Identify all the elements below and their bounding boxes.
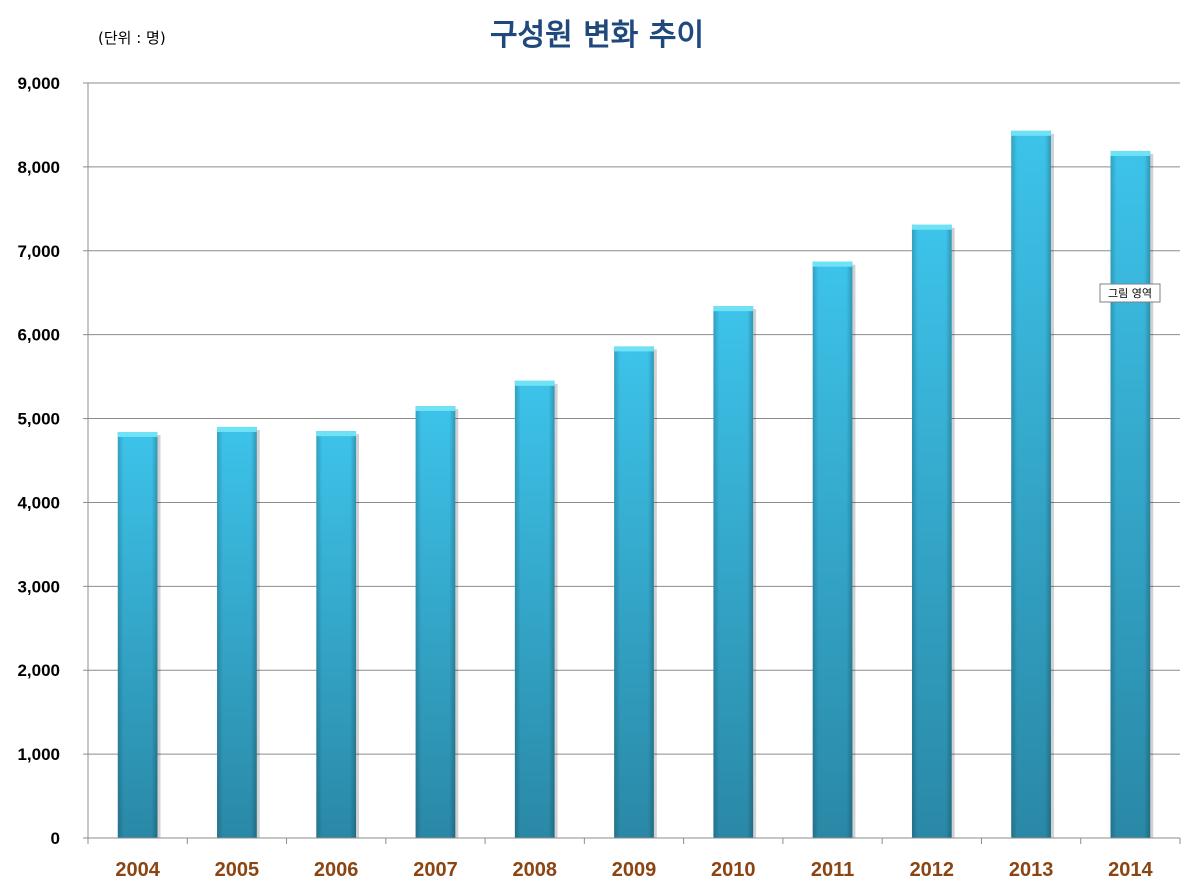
y-tick-label: 5,000 bbox=[17, 410, 60, 429]
x-axis-ticks: 2004 2005 2006 2007 2008 2009 2010 2011 2012 2013… bbox=[87, 838, 1181, 881]
bar-cap bbox=[415, 405, 456, 411]
bar-2004[interactable] bbox=[117, 431, 161, 838]
bar-cap bbox=[117, 431, 158, 437]
bar-shading bbox=[713, 306, 754, 839]
bar-shading bbox=[316, 431, 357, 838]
y-tick-label: 1,000 bbox=[17, 745, 60, 764]
bar-shading bbox=[117, 431, 158, 838]
y-tick-label: 7,000 bbox=[17, 242, 60, 261]
bar-2012[interactable] bbox=[911, 224, 955, 838]
bar-cap bbox=[316, 431, 357, 437]
y-tick-label: 2,000 bbox=[17, 661, 60, 680]
bar-cap bbox=[812, 261, 853, 267]
bar-2009[interactable] bbox=[614, 346, 657, 838]
x-tick-label: 2012 bbox=[910, 859, 955, 881]
bar-2011[interactable] bbox=[812, 261, 856, 838]
x-tick-label: 2007 bbox=[413, 859, 458, 881]
unit-label: (단위 : 명) bbox=[98, 29, 166, 47]
bar-2013[interactable] bbox=[1011, 130, 1054, 839]
bar-cap bbox=[514, 380, 555, 386]
bar-shading bbox=[614, 346, 654, 838]
bar-cap bbox=[614, 346, 654, 352]
bar-2005[interactable] bbox=[217, 426, 260, 838]
x-tick-label: 2013 bbox=[1009, 859, 1054, 881]
bar-2014[interactable] bbox=[1110, 150, 1154, 838]
x-tick-label: 2006 bbox=[314, 859, 359, 881]
tooltip-text: 그림 영역 bbox=[1108, 287, 1152, 300]
bar-shading bbox=[1011, 130, 1051, 839]
y-tick-label: 0 bbox=[51, 829, 60, 848]
x-tick-label: 2004 bbox=[115, 859, 160, 881]
y-axis-ticks: 0 1,000 2,000 3,000 4,000 5,000 6,000 7,000 8,00… bbox=[17, 74, 88, 848]
bar-cap bbox=[1110, 150, 1151, 156]
bar-cap bbox=[911, 224, 952, 230]
bar-shading bbox=[217, 426, 257, 838]
y-tick-label: 9,000 bbox=[17, 74, 60, 93]
axes bbox=[87, 83, 1180, 839]
x-tick-label: 2014 bbox=[1108, 859, 1153, 881]
y-tick-label: 3,000 bbox=[17, 577, 60, 596]
bar-2007[interactable] bbox=[415, 405, 459, 838]
bar-2006[interactable] bbox=[316, 431, 360, 838]
y-tick-label: 4,000 bbox=[17, 493, 60, 512]
bar-cap bbox=[713, 306, 754, 312]
x-tick-label: 2009 bbox=[612, 859, 657, 881]
bar-shading bbox=[1110, 150, 1151, 838]
x-tick-label: 2010 bbox=[711, 859, 756, 881]
x-tick-label: 2005 bbox=[215, 859, 260, 881]
bar-shading bbox=[415, 405, 456, 838]
bar-cap bbox=[1011, 130, 1051, 136]
bar-2008[interactable] bbox=[514, 380, 558, 838]
chart-title: 구성원 변화 추이 bbox=[490, 18, 704, 53]
x-tick-label: 2011 bbox=[811, 859, 854, 881]
y-tick-label: 6,000 bbox=[17, 326, 60, 345]
bar-shading bbox=[812, 261, 853, 838]
x-tick-label: 2008 bbox=[512, 859, 557, 881]
bar-shading bbox=[514, 380, 555, 838]
bar-2010[interactable] bbox=[713, 306, 757, 839]
y-tick-label: 8,000 bbox=[17, 158, 60, 177]
bar-shading bbox=[911, 224, 952, 838]
bars[interactable] bbox=[117, 130, 1154, 839]
bar-cap bbox=[217, 426, 257, 432]
plot-area-tooltip: 그림 영역 bbox=[1099, 283, 1161, 303]
